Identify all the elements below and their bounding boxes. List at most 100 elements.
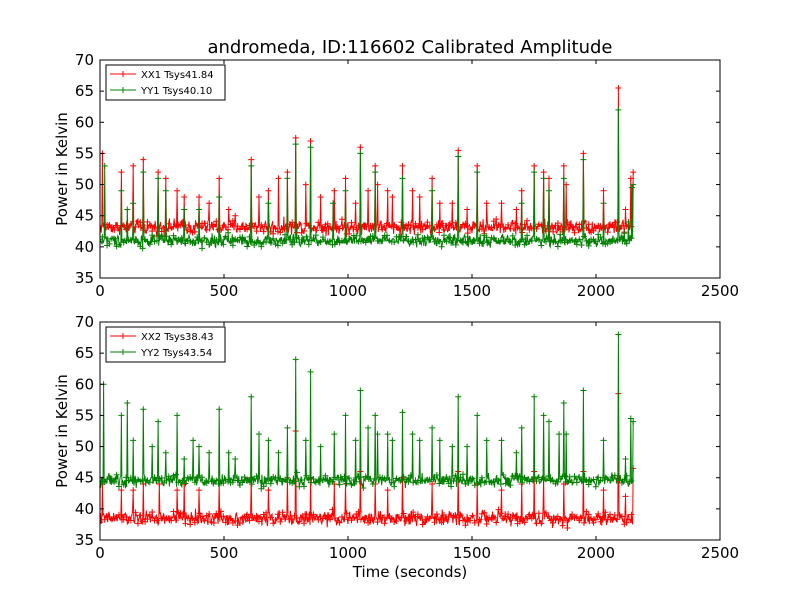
data-point — [106, 240, 113, 247]
data-point — [497, 220, 504, 227]
data-point — [607, 511, 614, 518]
data-point — [362, 223, 369, 230]
x-tick-label: 2000 — [577, 282, 615, 300]
data-point — [101, 516, 108, 523]
data-point — [149, 443, 156, 450]
data-point — [191, 479, 198, 486]
data-point — [172, 471, 179, 478]
data-point — [330, 200, 337, 207]
data-point — [317, 194, 324, 201]
data-point — [507, 239, 514, 246]
y-tick-label: 55 — [75, 406, 94, 424]
data-point — [550, 228, 557, 235]
data-point — [388, 515, 395, 522]
data-point — [457, 474, 464, 481]
data-point — [599, 514, 606, 521]
data-point — [417, 238, 424, 245]
data-point — [573, 479, 580, 486]
data-point — [566, 473, 573, 480]
data-point — [227, 238, 234, 245]
data-point — [174, 187, 181, 194]
legend-entry-2: YY1 Tsys40.10 — [140, 86, 212, 97]
data-point — [474, 162, 481, 169]
data-point — [146, 222, 153, 229]
data-point — [433, 471, 440, 478]
data-point — [497, 481, 504, 488]
data-point — [531, 169, 538, 176]
data-point — [629, 184, 636, 191]
data-point — [379, 237, 386, 244]
data-point — [292, 141, 299, 148]
data-point — [215, 513, 222, 520]
data-point — [426, 515, 433, 522]
data-point — [424, 219, 431, 226]
y-tick-label: 65 — [75, 344, 94, 362]
data-point — [505, 511, 512, 518]
data-point — [417, 515, 424, 522]
data-point — [196, 487, 203, 494]
y-tick-label: 35 — [75, 269, 94, 287]
data-point — [123, 474, 130, 481]
data-point — [236, 520, 243, 527]
data-point — [518, 200, 525, 207]
data-point — [118, 169, 125, 176]
data-point — [438, 243, 445, 250]
data-point — [478, 474, 485, 481]
data-point — [329, 478, 336, 485]
data-point — [191, 240, 198, 247]
data-point — [597, 234, 604, 241]
data-point — [483, 437, 490, 444]
data-point — [284, 424, 291, 431]
plot-frame — [99, 59, 721, 279]
x-tick-label: 1500 — [453, 282, 491, 300]
data-point — [513, 449, 520, 456]
data-point — [543, 238, 550, 245]
data-point — [255, 194, 262, 201]
data-point — [258, 516, 265, 523]
data-point — [265, 487, 272, 494]
data-point — [450, 224, 457, 231]
data-point — [478, 225, 485, 232]
data-point — [272, 516, 279, 523]
data-point — [569, 511, 576, 518]
data-point — [155, 169, 162, 176]
data-point — [628, 478, 635, 485]
y-tick-label: 55 — [75, 144, 94, 162]
data-point — [265, 187, 272, 194]
legend-entry-2: YY2 Tsys43.54 — [140, 348, 212, 359]
data-point — [327, 238, 334, 245]
data-point — [595, 474, 602, 481]
data-point — [115, 511, 122, 518]
data-point — [545, 418, 552, 425]
data-point — [338, 216, 345, 223]
data-point — [213, 218, 220, 225]
data-point — [357, 474, 364, 481]
data-point — [320, 476, 327, 483]
data-point — [372, 162, 379, 169]
data-point — [403, 233, 410, 240]
data-point — [416, 194, 423, 201]
data-point — [357, 387, 364, 394]
data-point — [573, 241, 580, 248]
data-point — [561, 517, 568, 524]
data-point — [248, 393, 255, 400]
data-point — [426, 236, 433, 243]
x-tick-label: 0 — [95, 282, 105, 300]
data-point — [277, 475, 284, 482]
data-point — [571, 229, 578, 236]
data-point — [282, 231, 289, 238]
data-point — [206, 200, 213, 207]
data-point — [139, 245, 146, 252]
data-point — [571, 473, 578, 480]
data-point — [445, 480, 452, 487]
data-point — [227, 221, 234, 228]
data-point — [381, 520, 388, 527]
legend-entry-1: XX1 Tsys41.84 — [141, 70, 214, 81]
data-point — [244, 226, 251, 233]
legend-entry-1: XX2 Tsys38.43 — [141, 332, 214, 343]
data-point — [416, 437, 423, 444]
data-point — [132, 509, 139, 516]
data-point — [168, 476, 175, 483]
data-point — [590, 519, 597, 526]
data-point — [189, 475, 196, 482]
